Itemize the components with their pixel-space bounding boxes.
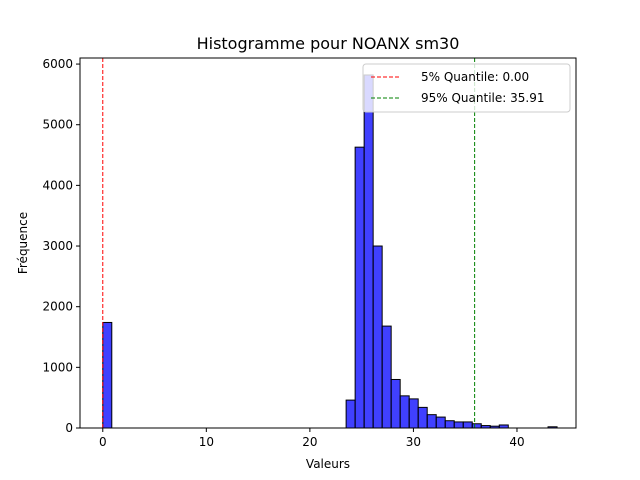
histogram-bar — [381, 325, 392, 429]
histogram-bar — [390, 378, 401, 429]
y-tick-label: 4000 — [42, 178, 73, 192]
histogram-bar — [354, 146, 365, 429]
y-ticks-group: 0 1000 2000 3000 4000 5000 6000 — [42, 57, 80, 435]
legend-entry-label: 5% Quantile: 0.00 — [421, 70, 529, 84]
x-tick-label: 20 — [302, 435, 317, 449]
x-tick-label: 0 — [99, 435, 107, 449]
histogram-bar — [102, 321, 113, 429]
chart-title: Histogramme pour NOANX sm30 — [197, 34, 460, 53]
y-tick-label: 2000 — [42, 300, 73, 314]
histogram-bar — [408, 398, 419, 429]
x-tick-label: 30 — [406, 435, 421, 449]
histogram-bar — [462, 421, 473, 429]
x-axis-label: Valeurs — [306, 457, 350, 471]
plot-frame — [79, 57, 577, 429]
histogram-bar — [435, 416, 446, 429]
legend-box — [362, 63, 571, 113]
quantile-lines-group — [102, 58, 476, 428]
y-tick-label: 1000 — [42, 360, 73, 374]
y-tick-label: 6000 — [42, 57, 73, 71]
legend-entry-label: 95% Quantile: 35.91 — [421, 91, 544, 105]
x-tick-label: 40 — [509, 435, 524, 449]
y-tick-label: 5000 — [42, 118, 73, 132]
histogram-bar — [363, 74, 374, 429]
y-tick-label: 3000 — [42, 239, 73, 253]
histogram-bar — [471, 423, 482, 429]
legend: 5% Quantile: 0.00 95% Quantile: 35.91 — [362, 63, 571, 113]
y-tick-label: 0 — [65, 421, 73, 435]
histogram-bar — [372, 245, 383, 429]
y-axis-label: Fréquence — [16, 212, 30, 274]
histogram-bar — [444, 420, 455, 429]
histogram-bar — [453, 421, 464, 429]
x-tick-label: 10 — [199, 435, 214, 449]
histogram-bar — [426, 414, 437, 429]
histogram-bar — [345, 399, 356, 429]
histogram-bar — [399, 395, 410, 429]
histogram-bar — [417, 406, 428, 429]
x-ticks-group: 0 10 20 30 40 — [99, 428, 525, 449]
